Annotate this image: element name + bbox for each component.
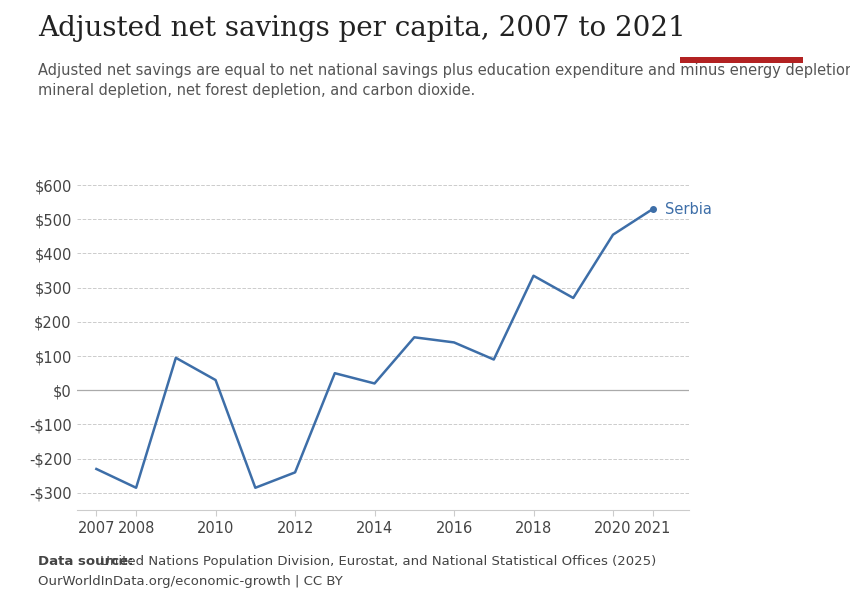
Text: Data source:: Data source: <box>38 555 133 568</box>
Text: Serbia: Serbia <box>665 202 711 217</box>
Text: Adjusted net savings are equal to net national savings plus education expenditur: Adjusted net savings are equal to net na… <box>38 63 850 98</box>
Text: in Data: in Data <box>717 36 766 49</box>
Text: Our World: Our World <box>708 21 775 34</box>
Text: OurWorldInData.org/economic-growth | CC BY: OurWorldInData.org/economic-growth | CC … <box>38 575 343 588</box>
Bar <box>680 56 803 63</box>
Text: United Nations Population Division, Eurostat, and National Statistical Offices (: United Nations Population Division, Euro… <box>96 555 656 568</box>
Text: Adjusted net savings per capita, 2007 to 2021: Adjusted net savings per capita, 2007 to… <box>38 15 686 42</box>
